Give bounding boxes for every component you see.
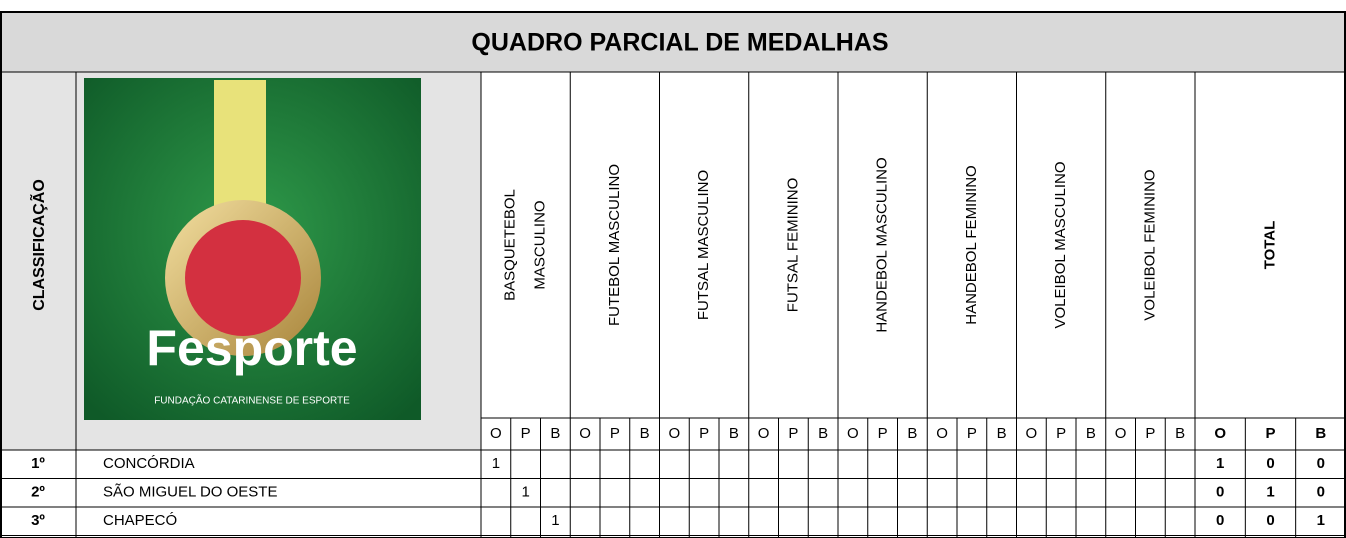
sport-header: VOLEIBOL MASCULINO — [1052, 162, 1069, 329]
medal-header: P — [1145, 425, 1155, 442]
medal-header: O — [936, 425, 948, 442]
sport-header: FUTSAL FEMININO — [784, 178, 801, 312]
medal-header: B — [729, 425, 739, 442]
logo-name: Fesporte — [146, 320, 357, 376]
medal-header: B — [907, 425, 917, 442]
total-count: 0 — [1266, 512, 1274, 529]
sport-header: MASCULINO — [532, 200, 549, 289]
sport-header: HANDEBOL FEMININO — [963, 165, 980, 324]
total-header: TOTAL — [1261, 221, 1278, 270]
sport-header: VOLEIBOL FEMININO — [1141, 169, 1158, 320]
total-count: 0 — [1266, 455, 1274, 472]
total-count: 0 — [1317, 455, 1325, 472]
sport-header: HANDEBOL MASCULINO — [874, 157, 891, 332]
medal-header: O — [847, 425, 859, 442]
title: QUADRO PARCIAL DE MEDALHAS — [471, 29, 888, 57]
sport-header: BASQUETEBOL — [502, 189, 519, 301]
medal-header: B — [550, 425, 560, 442]
medal-count: 1 — [521, 484, 529, 501]
ribbon — [214, 80, 266, 210]
sport-header: FUTEBOL MASCULINO — [606, 164, 623, 326]
medal-header: B — [1175, 425, 1185, 442]
total-count: 0 — [1216, 512, 1224, 529]
medal-header: O — [669, 425, 681, 442]
total-count: 1 — [1317, 512, 1325, 529]
total-medal-header: B — [1315, 425, 1326, 442]
logo-subtitle: FUNDAÇÃO CATARINENSE DE ESPORTE — [154, 394, 350, 407]
medal-header: P — [967, 425, 977, 442]
medal-header: P — [1056, 425, 1066, 442]
total-count: 1 — [1266, 484, 1274, 501]
medal-header: O — [490, 425, 502, 442]
city: SÃO MIGUEL DO OESTE — [103, 484, 277, 501]
rank: 2º — [31, 484, 45, 501]
total-count: 0 — [1216, 484, 1224, 501]
city: CONCÓRDIA — [103, 455, 195, 472]
medal-header: B — [997, 425, 1007, 442]
medal-count: 1 — [492, 455, 500, 472]
medal-header: O — [579, 425, 591, 442]
medal-header: O — [1026, 425, 1038, 442]
medal-header: B — [1086, 425, 1096, 442]
total-medal-header: O — [1214, 425, 1226, 442]
border — [0, 11, 1346, 538]
medal-header: O — [758, 425, 770, 442]
rank: 1º — [31, 455, 45, 472]
medal-header: P — [699, 425, 709, 442]
rank: 3º — [31, 512, 45, 529]
medal-header: P — [521, 425, 531, 442]
medal-header: P — [878, 425, 888, 442]
rank-header: CLASSIFICAÇÃO — [28, 179, 48, 311]
medal-inner — [185, 220, 301, 336]
logo: Fesporte FUNDAÇÃO CATARINENSE DE ESPORTE — [84, 78, 421, 420]
medal-header: O — [1115, 425, 1127, 442]
medal-header: P — [610, 425, 620, 442]
city: CHAPECÓ — [103, 512, 177, 529]
title-bg — [0, 12, 1346, 72]
medal-count: 1 — [551, 512, 559, 529]
medal-header: B — [818, 425, 828, 442]
medal-header: P — [788, 425, 798, 442]
total-count: 0 — [1317, 484, 1325, 501]
sport-header: FUTSAL MASCULINO — [695, 170, 712, 320]
medal-header: B — [640, 425, 650, 442]
total-medal-header: P — [1265, 425, 1275, 442]
total-count: 1 — [1216, 455, 1224, 472]
